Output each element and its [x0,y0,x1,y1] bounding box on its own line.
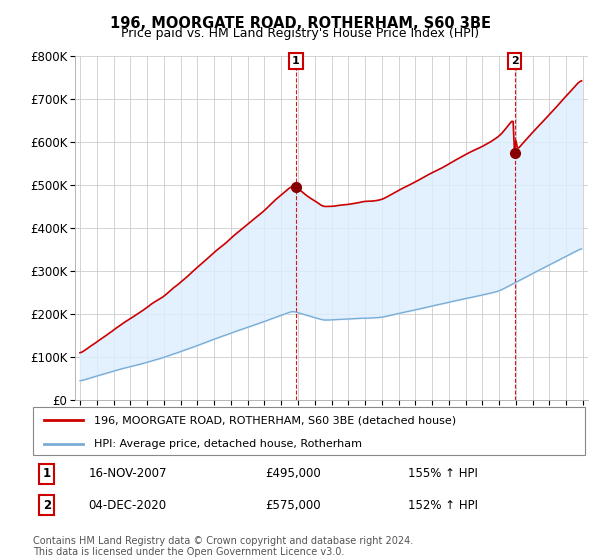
Text: 196, MOORGATE ROAD, ROTHERHAM, S60 3BE (detached house): 196, MOORGATE ROAD, ROTHERHAM, S60 3BE (… [94,416,456,426]
Text: £495,000: £495,000 [265,468,320,480]
Text: 152% ↑ HPI: 152% ↑ HPI [409,498,478,512]
Text: 04-DEC-2020: 04-DEC-2020 [88,498,166,512]
Text: HPI: Average price, detached house, Rotherham: HPI: Average price, detached house, Roth… [94,439,362,449]
Text: 2: 2 [43,498,51,512]
Text: 196, MOORGATE ROAD, ROTHERHAM, S60 3BE: 196, MOORGATE ROAD, ROTHERHAM, S60 3BE [110,16,491,31]
Text: 2: 2 [511,56,518,66]
Text: 1: 1 [43,468,51,480]
Text: 16-NOV-2007: 16-NOV-2007 [88,468,167,480]
Text: £575,000: £575,000 [265,498,320,512]
Text: Contains HM Land Registry data © Crown copyright and database right 2024.
This d: Contains HM Land Registry data © Crown c… [33,535,413,557]
Text: 155% ↑ HPI: 155% ↑ HPI [409,468,478,480]
Text: 1: 1 [292,56,300,66]
FancyBboxPatch shape [33,407,585,455]
Text: Price paid vs. HM Land Registry's House Price Index (HPI): Price paid vs. HM Land Registry's House … [121,27,479,40]
